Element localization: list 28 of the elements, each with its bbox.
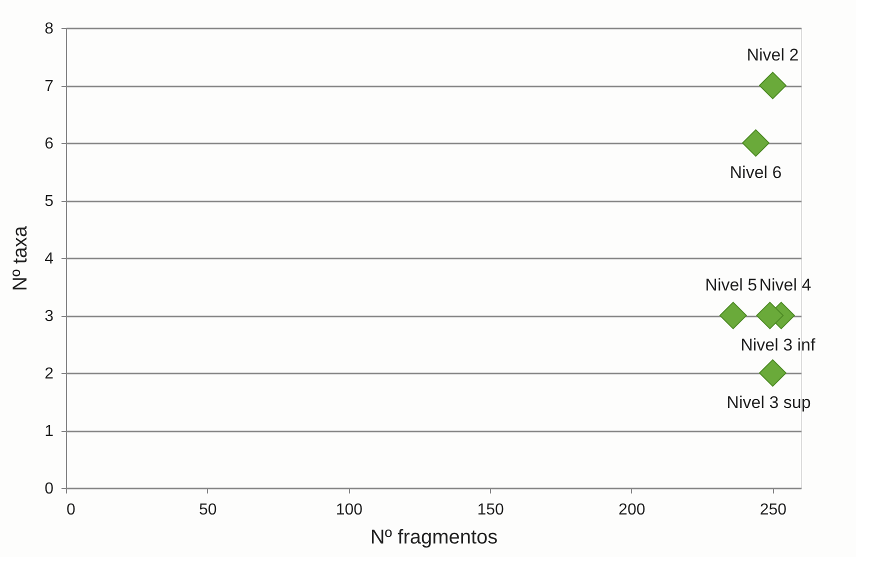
point xyxy=(719,302,747,330)
y-tick-label: 0 xyxy=(44,480,54,498)
y-tick-label: 5 xyxy=(44,193,54,210)
y-tick-label: 2 xyxy=(44,366,54,382)
point xyxy=(756,302,784,330)
annotation: Nivel 2 xyxy=(746,46,799,64)
y-tick-label: 8 xyxy=(44,20,54,38)
x-tick-label: 250 xyxy=(760,502,787,518)
y-axis-title: Nº taxa xyxy=(10,225,32,292)
x-axis-title: Nº fragmentos xyxy=(370,526,498,548)
x-tick-label: 0 xyxy=(66,502,76,518)
x-tick-label: 100 xyxy=(336,502,363,518)
point xyxy=(759,359,786,387)
point xyxy=(759,72,786,100)
y-tick-label: 7 xyxy=(44,78,54,95)
y-tick-label: 4 xyxy=(44,250,54,268)
annotation: Nivel 6 xyxy=(730,163,782,182)
y-tick-label: 1 xyxy=(44,423,54,440)
annotation: Nivel 4 xyxy=(759,276,812,294)
annotation: Nivel 5 xyxy=(705,276,758,294)
annotation: Nivel 3 inf xyxy=(740,336,816,354)
x-tick-label: 200 xyxy=(618,502,646,518)
point xyxy=(742,129,770,157)
y-tick-label: 3 xyxy=(44,308,54,325)
annotation: Nivel 3 sup xyxy=(726,393,811,412)
y-tick-label: 6 xyxy=(44,136,54,152)
x-tick-label: 150 xyxy=(477,502,504,518)
x-tick-label: 50 xyxy=(198,502,217,518)
